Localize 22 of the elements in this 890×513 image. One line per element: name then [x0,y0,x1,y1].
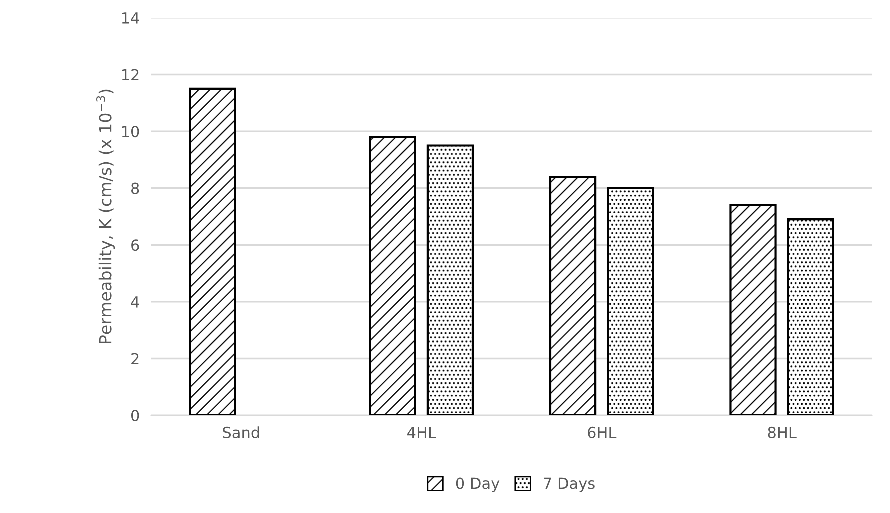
y-tick-label: 12 [122,69,139,81]
y-tick-label: 6 [132,240,140,252]
x-tick-label: 4HL [408,427,436,438]
bar [549,176,597,416]
x-tick-label: 6HL [588,426,617,438]
y-tick-label: 2 [132,353,139,365]
bar [607,187,654,416]
x-tick-label: Sand [223,426,260,438]
legend-label: 7 Days [544,478,595,492]
y-tick-label: 4 [131,296,140,308]
y-tick-label: 14 [122,12,140,24]
bar [369,136,416,416]
bar [730,204,777,416]
bar [787,218,834,416]
y-axis-title: Permeability, K (cm/s) (x 10$^{−3}$) [96,90,116,344]
legend-label: 0 Day [456,478,500,492]
bar [426,144,474,416]
y-tick-label: 8 [132,182,140,194]
y-tick-label: 0 [131,410,140,422]
x-tick-label: 8HL [768,426,797,438]
y-tick-label: 10 [122,126,140,138]
bar [189,88,236,416]
